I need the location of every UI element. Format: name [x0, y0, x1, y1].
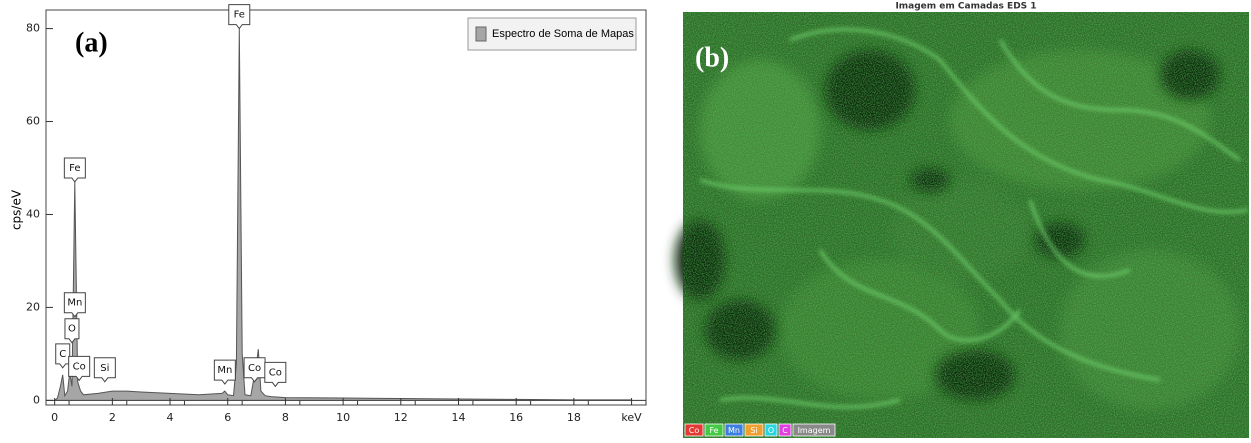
x-tick-label: 4 — [167, 411, 174, 424]
peak-label-box — [55, 343, 71, 369]
peak-label-box — [63, 157, 86, 183]
peak-label: Fe — [234, 10, 245, 21]
x-tick-label: 14 — [452, 411, 466, 424]
image-legend-chip — [744, 423, 764, 437]
legend-box — [467, 17, 637, 51]
y-tick-label: 60 — [26, 115, 40, 128]
peak-label: Co — [269, 367, 282, 378]
x-tick-label: 0 — [51, 411, 58, 424]
y-tick-label: 80 — [26, 22, 40, 35]
x-tick-label: 2 — [109, 411, 116, 424]
x-tick-label: 12 — [394, 411, 408, 424]
peak-label: Mn — [67, 298, 82, 309]
peak-label-box — [64, 318, 80, 344]
spectrum-line — [54, 28, 632, 401]
x-tick-label: 6 — [224, 411, 231, 424]
image-legend-label: C — [782, 426, 788, 435]
y-tick-label: 0 — [33, 393, 40, 406]
legend-label: Espectro de Soma de Mapas — [492, 28, 634, 40]
peak-label: Fe — [69, 163, 80, 174]
peak-label-box — [213, 359, 236, 385]
peak-label-box — [243, 357, 266, 383]
x-tick-label: keV — [621, 411, 642, 424]
x-tick-label: 10 — [336, 411, 350, 424]
eds-image — [675, 12, 1249, 438]
y-tick-label: 40 — [26, 207, 40, 220]
image-legend-label: Fe — [709, 426, 718, 435]
panel-label: (a) — [75, 27, 108, 58]
peak-label: C — [59, 349, 66, 360]
x-tick-label: 18 — [567, 411, 581, 424]
image-legend-label: Si — [750, 426, 757, 435]
peak-label: Si — [100, 363, 109, 374]
image-title: Imagem em Camadas EDS 1 — [895, 2, 1036, 12]
image-legend-chip — [764, 423, 778, 437]
peak-label-box — [228, 4, 251, 30]
peak-label: Co — [73, 361, 86, 372]
x-tick-label: 8 — [282, 411, 289, 424]
image-legend-chip — [684, 423, 704, 437]
legend-swatch — [475, 26, 487, 42]
peak-label: Mn — [217, 365, 232, 376]
image-legend-label: Imagem — [798, 426, 831, 435]
image-legend-label: O — [768, 426, 774, 435]
y-tick-label: 20 — [26, 300, 40, 313]
y-axis-label: cps/eV — [10, 189, 24, 230]
peak-label-box — [68, 355, 91, 382]
peak-label-box — [93, 357, 116, 383]
x-tick-label: 16 — [509, 411, 523, 424]
image-legend-chip — [778, 423, 792, 437]
image-legend-chip — [792, 423, 836, 437]
peak-label: O — [68, 324, 76, 335]
image-legend-chip — [724, 423, 744, 437]
image-legend-label: Co — [689, 426, 700, 435]
peak-label: Co — [248, 363, 261, 374]
image-legend-chip — [704, 423, 724, 437]
image-panel-label: (b) — [695, 42, 729, 73]
peak-label-box — [63, 292, 86, 318]
plot-frame — [45, 9, 647, 406]
image-legend-label: Mn — [728, 426, 740, 435]
peak-label-box — [264, 361, 287, 388]
